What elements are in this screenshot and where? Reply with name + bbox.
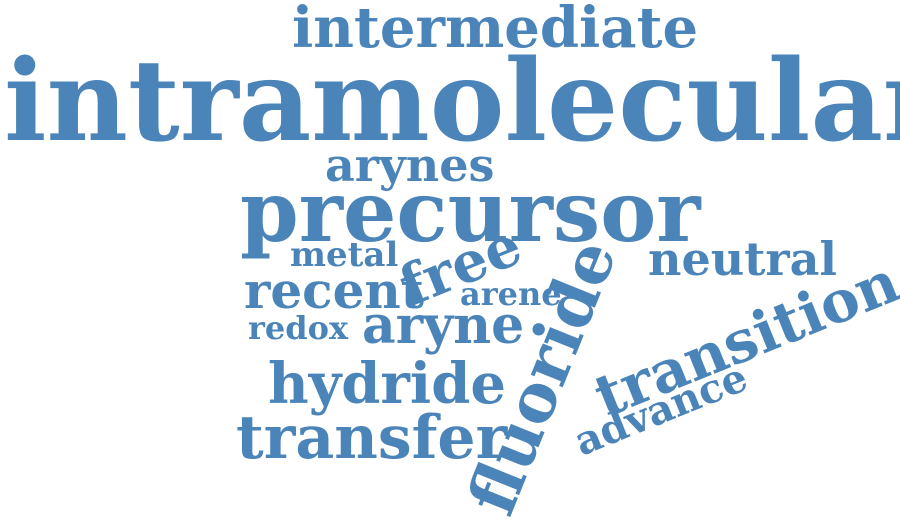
word-metal: metal (290, 235, 399, 275)
word-neutral: neutral (648, 232, 837, 286)
word-arene: arene (460, 275, 562, 313)
word-intermediate: intermediate (292, 0, 699, 61)
word-redox: redox (248, 309, 349, 347)
word-intramolecular: intramolecular (4, 36, 900, 167)
word-recent: recent (244, 261, 424, 320)
word-precursor: precursor (240, 162, 701, 261)
word-arynes: arynes (325, 138, 495, 192)
word-aryne: aryne (362, 295, 525, 356)
word-hydride: hydride (268, 351, 506, 417)
word-transfer: transfer (236, 403, 508, 473)
